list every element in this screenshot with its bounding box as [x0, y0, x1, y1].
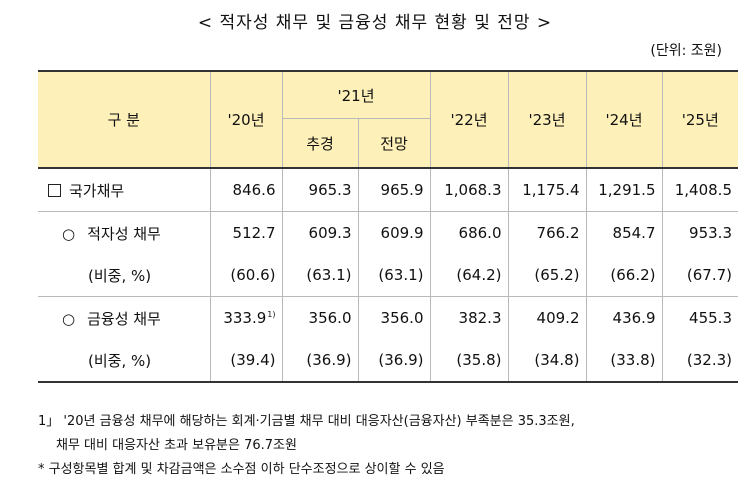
header-y22: '22년 — [429, 71, 508, 168]
header-y24: '24년 — [585, 71, 662, 168]
header-y21: '21년 — [281, 71, 430, 119]
table-cell: (65.2) — [507, 254, 586, 297]
square-bullet-icon — [48, 183, 61, 197]
header-y20: '20년 — [209, 71, 282, 168]
table-row: ○ 금융성 채무 333.91) 356.0 356.0 382.3 409.2 … — [38, 296, 738, 339]
table-cell: (63.1) — [357, 254, 430, 297]
table-row: 국가채무 846.6 965.3 965.9 1,068.3 1,175.4 1… — [38, 168, 738, 212]
header-category: 구 분 — [38, 71, 210, 168]
table-cell: 512.7 — [209, 211, 282, 254]
table-cell: 965.9 — [357, 168, 430, 212]
table-cell: (64.2) — [429, 254, 508, 297]
page-title: < 적자성 채무 및 금융성 채무 현황 및 전망 > — [197, 13, 553, 33]
table-cell: (39.4) — [209, 339, 282, 383]
table-cell: 409.2 — [507, 296, 586, 339]
table-cell: 766.2 — [507, 211, 586, 254]
table-cell: (34.8) — [507, 339, 586, 383]
circle-bullet-icon: ○ — [62, 309, 76, 328]
row-label: ○ 적자성 채무 — [38, 211, 210, 254]
table-cell: 609.3 — [281, 211, 358, 254]
table-cell: 1,291.5 — [585, 168, 662, 212]
header-y23: '23년 — [507, 71, 586, 168]
table-body: 국가채무 846.6 965.3 965.9 1,068.3 1,175.4 1… — [38, 168, 738, 383]
table-row: ○ 적자성 채무 512.7 609.3 609.9 686.0 766.2 85… — [38, 211, 738, 254]
table-cell: 953.3 — [661, 211, 738, 254]
table-cell: 455.3 — [661, 296, 738, 339]
header-y21-sub1: 추경 — [281, 118, 358, 168]
table-cell: (66.2) — [585, 254, 662, 297]
debt-table: 구 분 '20년 '21년 '22년 '23년 '24년 '25년 추경 전망 … — [38, 70, 738, 383]
table-cell: 1,175.4 — [507, 168, 586, 212]
table-cell: 965.3 — [281, 168, 358, 212]
row-label: (비중, %) — [88, 266, 152, 285]
table-cell: (60.6) — [209, 254, 282, 297]
table-cell: (36.9) — [281, 339, 358, 383]
footnote-1-line-2: 채무 대비 대응자산 초과 보유분은 76.7조원 — [56, 438, 297, 453]
table-cell: 686.0 — [429, 211, 508, 254]
circle-bullet-icon: ○ — [62, 224, 76, 243]
table-cell: 356.0 — [357, 296, 430, 339]
table-cell: 1,068.3 — [429, 168, 508, 212]
table-cell: (35.8) — [429, 339, 508, 383]
row-label: ○ 금융성 채무 — [38, 296, 210, 339]
table-cell: 846.6 — [209, 168, 282, 212]
unit-label: (단위: 조원) — [650, 43, 722, 59]
table-cell: (32.3) — [661, 339, 738, 383]
header-y25: '25년 — [661, 71, 738, 168]
table-cell: (33.8) — [585, 339, 662, 383]
row-label: 국가채무 — [38, 168, 210, 212]
footnotes: 1」 '20년 금융성 채무에 해당하는 회계·기금별 채무 대비 대응자산(금… — [38, 410, 575, 482]
table-cell: 333.91) — [209, 296, 282, 339]
table-cell: 854.7 — [585, 211, 662, 254]
table-cell: 382.3 — [429, 296, 508, 339]
table-cell: (36.9) — [357, 339, 430, 383]
table-row: (비중, %) (60.6) (63.1) (63.1) (64.2) (65.… — [38, 254, 738, 297]
table-cell: 609.9 — [357, 211, 430, 254]
footnote-2: * 구성항목별 합계 및 차감금액은 소수점 이하 단수조정으로 상이할 수 있… — [38, 462, 445, 477]
table-cell: (63.1) — [281, 254, 358, 297]
row-label: (비중, %) — [38, 339, 210, 383]
table-cell: 356.0 — [281, 296, 358, 339]
footnote-mark: 1) — [267, 310, 276, 319]
table-cell: 1,408.5 — [661, 168, 738, 212]
header-y21-sub2: 전망 — [357, 118, 430, 168]
footnote-1-line-1: 1」 '20년 금융성 채무에 해당하는 회계·기금별 채무 대비 대응자산(금… — [38, 414, 575, 429]
table-header: 구 분 '20년 '21년 '22년 '23년 '24년 '25년 추경 전망 — [38, 71, 738, 168]
table-cell: 436.9 — [585, 296, 662, 339]
table-cell: (67.7) — [661, 254, 738, 297]
table-row: (비중, %) (39.4) (36.9) (36.9) (35.8) (34.… — [38, 339, 738, 383]
